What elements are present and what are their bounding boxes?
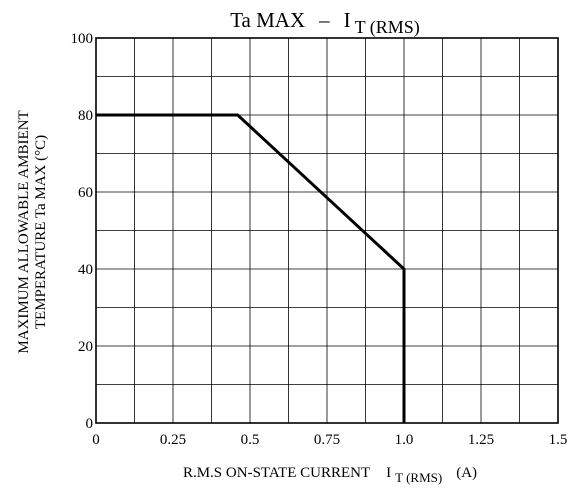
x-tick-labels: 0 0.25 0.5 0.75 1.0 1.25 1.5 — [92, 432, 567, 448]
grid-lines — [96, 38, 558, 423]
series-group — [96, 113, 406, 423]
x-tick-label: 1.0 — [395, 432, 414, 448]
y-axis-label-line2: TEMPERATURE Ta MAX (°C) — [33, 135, 49, 329]
x-tick-label: 1.5 — [549, 432, 568, 448]
x-tick-label: 1.25 — [468, 432, 494, 448]
x-tick-label: 0.5 — [241, 432, 260, 448]
y-tick-label: 60 — [78, 185, 93, 201]
y-axis-label: MAXIMUM ALLOWABLE AMBIENT TEMPERATURE Ta… — [16, 110, 49, 353]
y-tick-labels: 0 20 40 60 80 100 — [71, 31, 94, 432]
y-axis-label-line1: MAXIMUM ALLOWABLE AMBIENT — [16, 110, 32, 353]
chart-title: Ta MAX – I T (RMS) — [230, 8, 420, 38]
y-tick-label: 80 — [78, 108, 93, 124]
y-tick-label: 100 — [71, 31, 94, 47]
x-axis-label: R.M.S ON-STATE CURRENT I T (RMS) (A) — [183, 464, 477, 486]
y-tick-label: 0 — [86, 416, 94, 432]
y-tick-label: 40 — [78, 262, 93, 278]
y-tick-label: 20 — [78, 339, 93, 355]
plot-border — [95, 37, 559, 424]
x-tick-label: 0.25 — [160, 432, 186, 448]
derating-curve — [96, 113, 406, 423]
plot-frame — [95, 37, 559, 424]
x-tick-label: 0.75 — [314, 432, 340, 448]
x-tick-label: 0 — [92, 432, 100, 448]
